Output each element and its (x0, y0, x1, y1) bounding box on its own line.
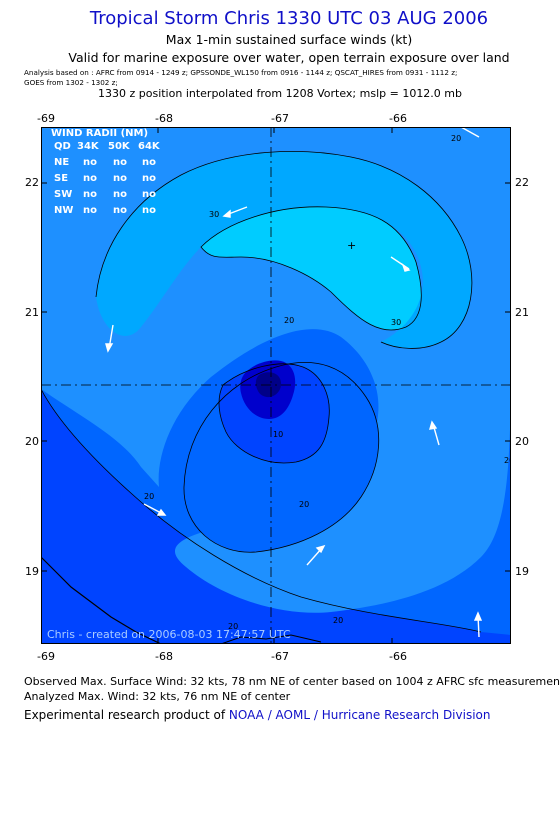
observed-max-wind: Observed Max. Surface Wind: 32 kts, 78 n… (24, 675, 560, 688)
lon-tick-top-69: -69 (37, 112, 55, 125)
lat-tick-right-21: 21 (515, 306, 529, 319)
wind-field-map: + 30 30 20 20 20 (41, 127, 511, 644)
radii-header-34k: 34K (77, 141, 100, 152)
analysis-line-2: GOES from 1302 - 1302 z; (24, 78, 118, 87)
radii-row-quad: SE (54, 173, 68, 184)
exposure-note: Valid for marine exposure over water, op… (68, 50, 510, 65)
contour-label-20: 20 (451, 134, 461, 143)
contour-label-30: 30 (391, 318, 401, 327)
radii-row-value: no (83, 189, 97, 200)
wind-arrow-head (222, 209, 231, 218)
contour-line-20-outer (95, 151, 473, 349)
analysis-sources: Analysis based on : AFRC from 0914 - 124… (24, 68, 457, 88)
lat-tick-left-20: 20 (25, 435, 39, 448)
radii-row-value: no (113, 205, 127, 216)
max-wind-marker: + (347, 239, 356, 252)
lon-tick-top-68: -68 (155, 112, 173, 125)
lat-tick-left-19: 19 (25, 565, 39, 578)
wind-arrow (460, 127, 480, 138)
analyzed-max-wind: Analyzed Max. Wind: 32 kts, 76 nm NE of … (24, 690, 291, 703)
contour-label-20: 20 (228, 622, 238, 631)
contour-label-30: 30 (209, 210, 219, 219)
radii-row-value: no (83, 173, 97, 184)
contour-line-30 (200, 206, 422, 331)
radii-header-50k: 50K (108, 141, 131, 152)
wind-radii-table: WIND RADII (NM) QD 34K 50K 64K NE no no … (51, 128, 161, 216)
credit-line: Chris - created on 2006-08-03 17:47:57 U… (47, 628, 291, 641)
contour-line-10 (218, 363, 330, 464)
lon-tick-bottom-67: -67 (271, 650, 289, 663)
wind-band-25-30 (96, 151, 472, 349)
radii-row-quad: NE (54, 157, 69, 168)
contour-label-20: 20 (144, 492, 154, 501)
radii-header-64k: 64K (138, 141, 161, 152)
wind-arrow-head (473, 611, 483, 621)
radii-row-value: no (142, 189, 156, 200)
radii-row-value: no (113, 157, 127, 168)
lon-tick-bottom-69: -69 (37, 650, 55, 663)
contour-label-20: 20 (504, 456, 511, 465)
product-prefix: Experimental research product of (24, 708, 229, 722)
axis-ticks (41, 127, 511, 644)
lat-tick-left-21: 21 (25, 306, 39, 319)
hrd-link[interactable]: NOAA / AOML / Hurricane Research Divisio… (228, 708, 491, 722)
radii-row-value: no (142, 205, 156, 216)
map-subtitle: Max 1-min sustained surface winds (kt) (165, 32, 413, 47)
wind-arrow-head (105, 343, 114, 353)
map-frame (41, 127, 511, 644)
wind-arrow-head (429, 420, 438, 430)
radii-row-value: no (142, 173, 156, 184)
radii-row-value: no (83, 205, 97, 216)
product-credit: Experimental research product of NOAA / … (24, 708, 490, 722)
contour-line-20-inner (183, 362, 380, 553)
contour-label-20: 20 (284, 316, 294, 325)
lon-tick-bottom-66: -66 (389, 650, 407, 663)
radii-row-quad: SW (54, 189, 72, 200)
radii-row-quad: NW (54, 205, 73, 216)
position-note: 1330 z position interpolated from 1208 V… (97, 87, 462, 100)
radii-row-value: no (113, 173, 127, 184)
lat-tick-right-20: 20 (515, 435, 529, 448)
analysis-line-1: Analysis based on : AFRC from 0914 - 124… (24, 68, 458, 77)
coastline-2 (220, 634, 322, 644)
coastline (41, 556, 162, 644)
radii-header-qd: QD (54, 141, 71, 152)
lat-tick-left-22: 22 (25, 176, 39, 189)
radii-row-value: no (113, 189, 127, 200)
contour-label-10: 10 (273, 430, 283, 439)
wind-arrow-head (315, 544, 326, 554)
contour-label-20: 20 (333, 616, 343, 625)
radii-row-value: no (142, 157, 156, 168)
wind-arrows (105, 127, 483, 638)
lon-tick-top-67: -67 (271, 112, 289, 125)
wind-arrow-head (156, 508, 167, 516)
radii-row-value: no (83, 157, 97, 168)
lon-tick-bottom-68: -68 (155, 650, 173, 663)
lon-tick-top-66: -66 (389, 112, 407, 125)
wind-band-30-plus (201, 206, 422, 331)
contour-label-20: 20 (299, 500, 309, 509)
wind-arrow-head (401, 262, 411, 272)
lat-tick-right-22: 22 (515, 176, 529, 189)
map-title: Tropical Storm Chris 1330 UTC 03 AUG 200… (89, 8, 489, 29)
wind-radii-title: WIND RADII (NM) (51, 128, 148, 139)
contour-line-20-band-edge (41, 388, 482, 633)
lat-tick-right-19: 19 (515, 565, 529, 578)
